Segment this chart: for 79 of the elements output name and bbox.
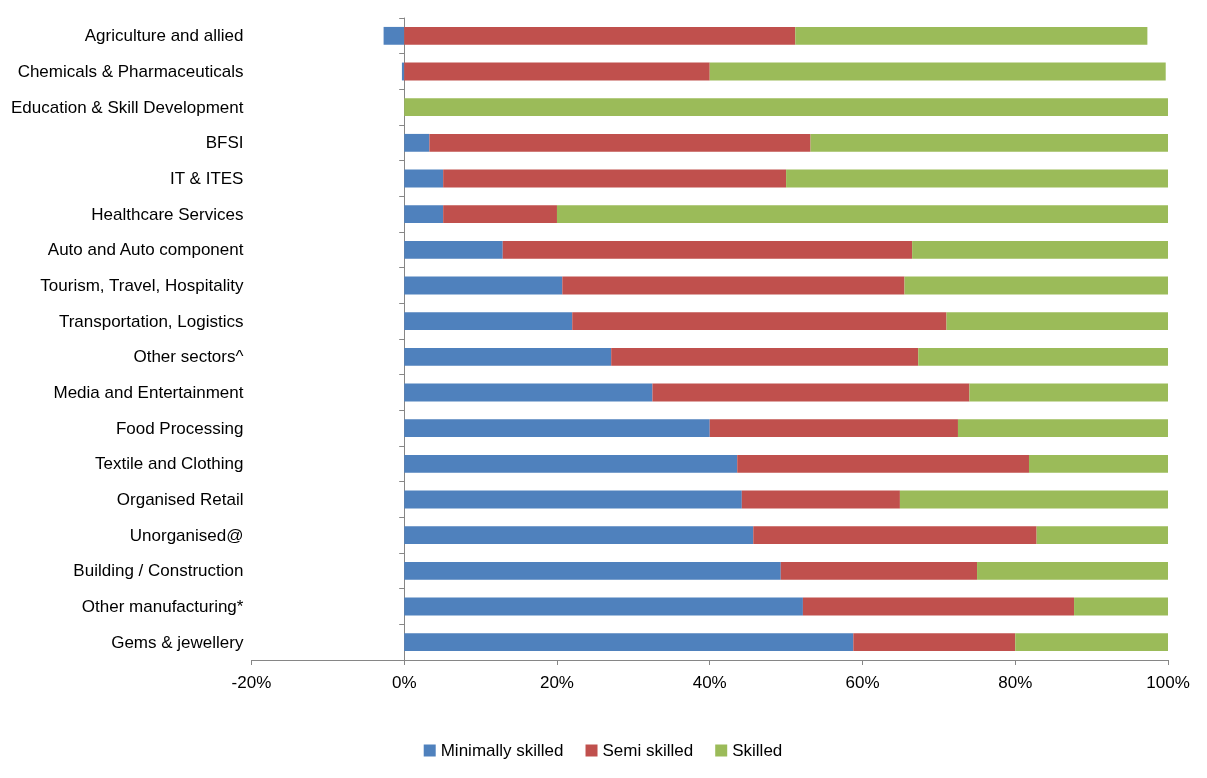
bar — [404, 597, 803, 616]
y-tick-label: Chemicals & Pharmaceuticals — [17, 62, 244, 81]
bar — [572, 312, 947, 331]
bar — [853, 633, 1016, 652]
bar — [709, 419, 958, 438]
bar — [404, 312, 573, 331]
bar — [404, 169, 444, 188]
bar — [502, 240, 913, 259]
legend-label: Minimally skilled — [440, 741, 564, 760]
legend-label: Semi skilled — [602, 741, 694, 760]
y-tick-label: Tourism, Travel, Hospitality — [40, 276, 244, 295]
bar — [404, 633, 854, 652]
bar — [404, 561, 781, 580]
bar — [709, 62, 1166, 81]
x-tick-label: 80% — [998, 673, 1033, 692]
bar — [404, 454, 738, 473]
bar — [429, 133, 811, 152]
y-tick-label: Healthcare Services — [91, 204, 244, 224]
x-tick-label: 40% — [692, 673, 727, 692]
bar — [904, 276, 1168, 295]
y-tick-label: Textile and Clothing — [95, 454, 244, 474]
bar — [1036, 526, 1168, 545]
bar — [404, 26, 796, 45]
x-tick-label: 0% — [391, 673, 417, 692]
bar — [753, 526, 1037, 545]
legend-label: Skilled — [732, 741, 783, 760]
bar — [443, 169, 787, 188]
bar — [1015, 633, 1168, 652]
bar — [404, 526, 754, 545]
bar — [912, 240, 1168, 259]
bar — [404, 62, 710, 81]
x-tick-label: 60% — [845, 673, 880, 692]
bar — [404, 240, 503, 259]
bar — [946, 312, 1168, 331]
x-tick-label: 100% — [1146, 673, 1190, 692]
x-tick-label: -20% — [231, 673, 272, 692]
bar — [404, 133, 430, 152]
bar — [404, 419, 710, 438]
bar — [383, 26, 405, 45]
bar — [786, 169, 1168, 188]
bar — [404, 347, 612, 366]
bar — [1074, 597, 1168, 616]
bar — [957, 419, 1168, 438]
bar — [918, 347, 1168, 366]
bar — [404, 490, 742, 509]
bar — [741, 490, 900, 509]
y-tick-label: Building / Construction — [73, 561, 244, 581]
bar — [977, 561, 1168, 580]
bar — [795, 26, 1148, 45]
bar — [652, 383, 970, 402]
bar — [404, 276, 563, 295]
y-tick-label: Other manufacturing* — [81, 597, 244, 616]
y-tick-label: IT & ITES — [170, 169, 244, 188]
bar — [556, 205, 1168, 224]
y-tick-label: Unorganised@ — [129, 525, 244, 545]
bar — [810, 133, 1168, 152]
y-tick-label: Education & Skill Development — [10, 97, 244, 117]
bar — [899, 490, 1168, 509]
bar — [969, 383, 1168, 402]
y-tick-label: Organised Retail — [116, 490, 244, 509]
y-tick-label: Transportation, Logistics — [58, 311, 244, 331]
y-tick-label: Agriculture and allied — [84, 26, 244, 46]
bar — [404, 98, 1168, 117]
x-tick-label: 20% — [539, 673, 574, 692]
bar — [404, 205, 444, 224]
y-tick-label: Gems & jewellery — [111, 632, 244, 652]
bar — [737, 454, 1029, 473]
bar — [443, 205, 557, 224]
y-tick-label: Food Processing — [115, 418, 244, 438]
y-tick-label: Auto and Auto component — [47, 240, 244, 260]
bar — [562, 276, 905, 295]
bar — [780, 561, 978, 580]
y-tick-label: Other sectors^ — [133, 347, 244, 367]
bar — [802, 597, 1075, 616]
bar — [611, 347, 919, 366]
y-tick-label: BFSI — [205, 133, 244, 153]
bar — [1028, 454, 1168, 473]
bar — [404, 383, 653, 402]
y-tick-label: Media and Entertainment — [53, 383, 244, 402]
